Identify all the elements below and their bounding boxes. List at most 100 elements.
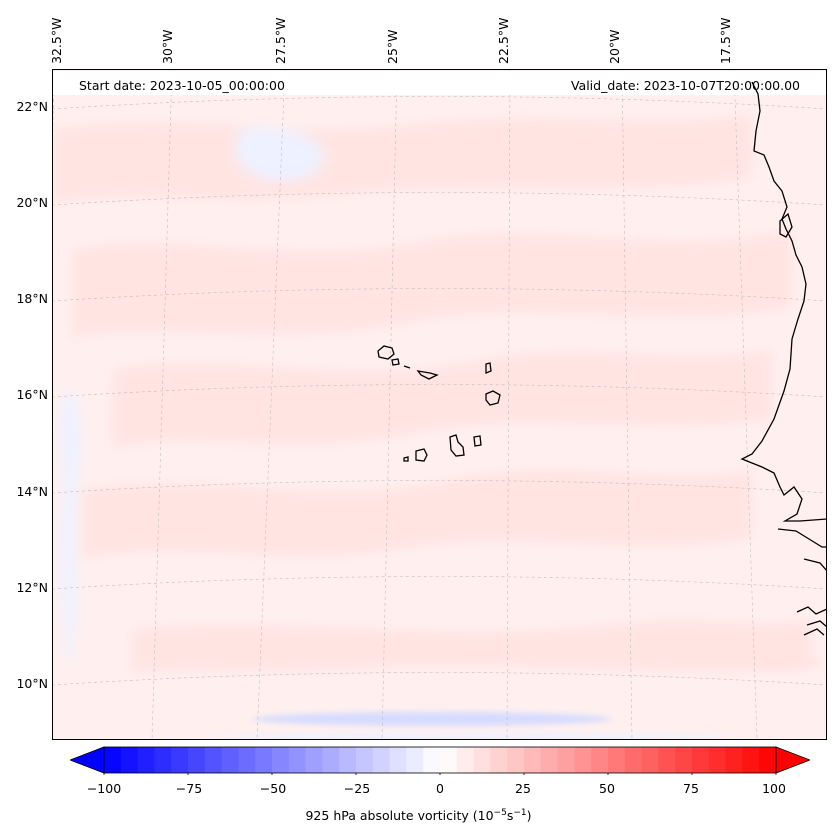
gridline-lon-25w [381,69,398,740]
colorbar-segment [389,747,407,773]
colorbar-segment [608,747,626,773]
colorbar-segment [524,747,542,773]
lon-label-20w: 20°W [607,29,622,64]
coast-banc-arguin [779,212,793,238]
colorbar-label-close: ) [526,808,532,824]
colorbar-segment [473,747,491,773]
colorbar-extend-low [70,746,105,774]
lon-label-32-5w: 32.5°W [49,17,64,64]
colorbar-segment [272,747,290,773]
island-santo-antao [377,345,395,360]
colorbar-segment [171,747,189,773]
gridline-lat-10n [52,672,827,686]
island-brava [403,456,409,462]
colorbar-tick-neg50: −50 [259,781,287,796]
colorbar-segment [456,747,475,773]
colorbar-segment [675,747,693,773]
island-fogo [415,448,428,462]
colorbar-segment [221,747,239,773]
colorbar-tick-50: 50 [599,781,615,796]
vorticity-contours [52,114,812,674]
colorbar-label-unit: s [506,808,514,824]
contour-positive-north [52,114,752,204]
colorbar-tick-neg25: −25 [343,781,371,796]
contour-positive-south [132,619,812,674]
colorbar-segment [540,747,559,773]
gridline-lon-17-5w [733,69,758,740]
gridline-lon-22-5w [506,69,511,740]
contour-positive-band-1 [72,229,792,339]
colorbar-label: 925 hPa absolute vorticity (10−5s−1) [0,808,837,823]
colorbar-segment [120,747,139,773]
contour-negative-band-south [252,712,612,726]
colorbar-tick-25: 25 [515,781,531,796]
colorbar-tick-100: 100 [762,781,786,796]
colorbar-segment [356,747,374,773]
colorbar-segment [708,747,727,773]
map-panel [52,69,827,740]
date-info-strip [52,71,827,95]
colorbar-segment [406,747,424,773]
colorbar-segment [288,747,307,773]
colorbar-label-exponent-2: −1 [513,808,527,818]
cape-verde-islands [377,345,501,462]
gridline-lat-18n [52,288,827,302]
contour-positive-band-2 [112,349,772,449]
colorbar-segment [624,747,643,773]
colorbar-segment [591,747,609,773]
colorbar-segment [440,747,458,773]
lon-label-25w: 25°W [385,29,400,64]
colorbar-segment [255,747,273,773]
africa-coastline [740,81,827,636]
gridline-lat-16n [52,384,827,398]
lat-label-22n: 22°N [16,99,48,114]
lon-label-30w: 30°W [160,29,175,64]
colorbar-segment [238,747,256,773]
contour-positive-band-3 [82,469,752,559]
map-frame [52,69,827,740]
colorbar-segment [104,747,122,773]
contour-negative-north [235,127,325,181]
colorbar-segment [507,747,525,773]
lat-label-20n: 20°N [16,195,48,210]
lon-label-22-5w: 22.5°W [496,17,511,64]
colorbar-segment [188,747,206,773]
colorbar-tick-75: 75 [683,781,699,796]
colorbar-segment [574,747,592,773]
lat-label-14n: 14°N [16,484,48,499]
colorbar-segment [759,747,777,773]
gridline-lon-27-5w [256,69,286,740]
colorbar-segment [137,747,155,773]
gridline-lat-20n [52,192,827,206]
lat-label-18n: 18°N [16,291,48,306]
colorbar-segment [557,747,575,773]
colorbar-label-text: 925 hPa absolute vorticity (10 [305,808,494,824]
lon-label-17-5w: 17.5°W [718,17,733,64]
colorbar-tick-0: 0 [436,781,444,796]
lat-label-16n: 16°N [16,387,48,402]
colorbar-segment [339,747,357,773]
lon-label-27-5w: 27.5°W [273,17,288,64]
colorbar-segment [692,747,710,773]
gridline-lon-20w [621,69,633,740]
colorbar-segment [423,747,441,773]
start-date-label: Start date: 2023-10-05_00:00:00 [79,78,285,93]
island-sao-vicente [391,358,400,366]
colorbar-segment [154,747,172,773]
colorbar-segment [322,747,340,773]
colorbar [70,746,810,775]
colorbar-segment [305,747,323,773]
colorbar-tick-neg75: −75 [175,781,203,796]
contour-negative-west [59,391,82,669]
island-sao-nicolau [403,365,439,380]
colorbar-segment [725,747,743,773]
gridline-lat-12n [52,576,827,590]
island-sal [485,362,492,374]
colorbar-segment [204,747,223,773]
vorticity-fine-structure [212,656,822,740]
island-boa-vista [485,390,501,406]
coast-gambia-guinea-bissau [777,528,827,572]
valid-date-label: Valid_date: 2023-10-07T20:00:00.00 [570,78,800,93]
colorbar-segment [742,747,760,773]
